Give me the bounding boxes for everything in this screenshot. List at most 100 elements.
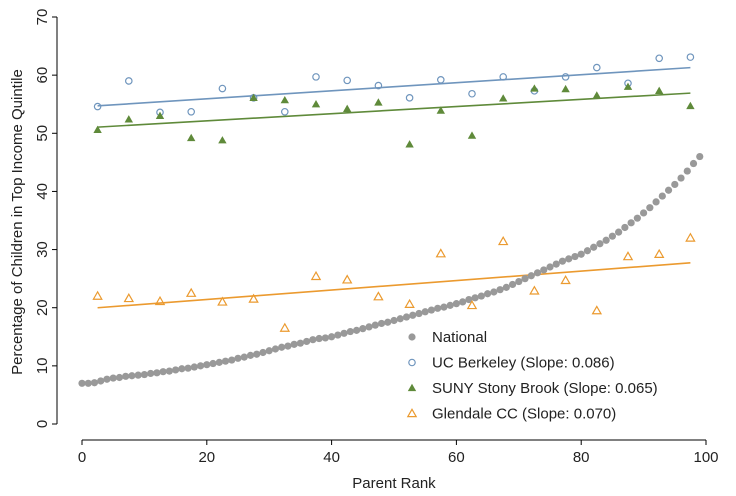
point [123, 293, 135, 303]
point [109, 374, 117, 382]
point [217, 296, 228, 306]
point [452, 300, 460, 308]
point [97, 377, 105, 385]
point [421, 308, 429, 316]
point [558, 257, 567, 265]
point [686, 53, 695, 61]
point [436, 75, 445, 84]
point [405, 94, 414, 102]
point [92, 290, 103, 300]
point [352, 326, 361, 334]
point [147, 369, 155, 378]
point [321, 334, 329, 342]
point [446, 301, 454, 309]
point [140, 370, 148, 379]
point [671, 180, 679, 189]
point [590, 243, 598, 251]
point [561, 73, 570, 81]
point [218, 136, 227, 144]
point [685, 232, 696, 242]
y-axis-title: Percentage of Children in Top Income Qui… [9, 69, 26, 375]
point [499, 73, 508, 81]
point [93, 125, 102, 133]
point [621, 223, 629, 232]
point [154, 295, 166, 306]
y-tick-label: 10 [34, 358, 51, 375]
point [683, 167, 691, 175]
point [343, 104, 352, 113]
fit-line [97, 92, 691, 128]
point [521, 275, 529, 283]
point [561, 84, 570, 93]
point [115, 373, 124, 382]
point [178, 365, 186, 373]
point [278, 343, 286, 351]
point [290, 340, 298, 348]
point [374, 98, 383, 106]
point [373, 291, 384, 301]
fit-line [97, 262, 691, 309]
point [527, 272, 535, 280]
point [696, 152, 704, 161]
point [653, 248, 665, 258]
y-tick-label: 40 [34, 183, 51, 200]
point [374, 81, 383, 90]
point [459, 298, 467, 306]
point [271, 345, 280, 353]
point [608, 232, 617, 240]
legend-marker [406, 408, 418, 418]
point [90, 379, 99, 387]
point [540, 266, 548, 274]
x-tick-label: 20 [198, 449, 215, 466]
point [165, 367, 173, 375]
point [571, 252, 579, 261]
point [602, 236, 610, 244]
point [259, 348, 267, 357]
point [328, 333, 336, 341]
point [530, 84, 539, 92]
x-tick-label: 100 [693, 449, 718, 466]
point [196, 362, 205, 370]
point [658, 192, 666, 200]
point [640, 209, 648, 217]
y-tick-label: 0 [34, 420, 51, 428]
point [215, 358, 223, 366]
point [552, 260, 560, 268]
point [159, 368, 167, 376]
point [334, 331, 342, 339]
point [340, 329, 348, 337]
point [315, 334, 323, 343]
point [187, 107, 196, 116]
point [434, 304, 442, 312]
point [546, 263, 554, 271]
point [440, 303, 448, 311]
point [508, 280, 517, 289]
point [84, 379, 92, 387]
point [185, 287, 197, 297]
point [404, 298, 415, 308]
legend-marker [408, 333, 416, 341]
point [296, 339, 304, 347]
point [627, 219, 635, 227]
legend-marker [408, 358, 416, 367]
point [384, 318, 392, 326]
point [396, 315, 404, 323]
point [248, 293, 259, 303]
point [228, 356, 236, 364]
point [341, 274, 353, 284]
point [134, 371, 142, 379]
point [577, 250, 585, 258]
point [310, 270, 322, 281]
point [496, 286, 504, 294]
point [221, 357, 230, 365]
point [377, 319, 386, 328]
point [103, 375, 111, 383]
y-tick-label: 70 [34, 9, 51, 26]
point [471, 294, 479, 302]
point [655, 86, 664, 94]
point [218, 84, 227, 93]
legend-label: Glendale CC (Slope: 0.070) [432, 406, 616, 423]
point [209, 359, 217, 368]
point [280, 95, 289, 104]
point [124, 115, 133, 123]
